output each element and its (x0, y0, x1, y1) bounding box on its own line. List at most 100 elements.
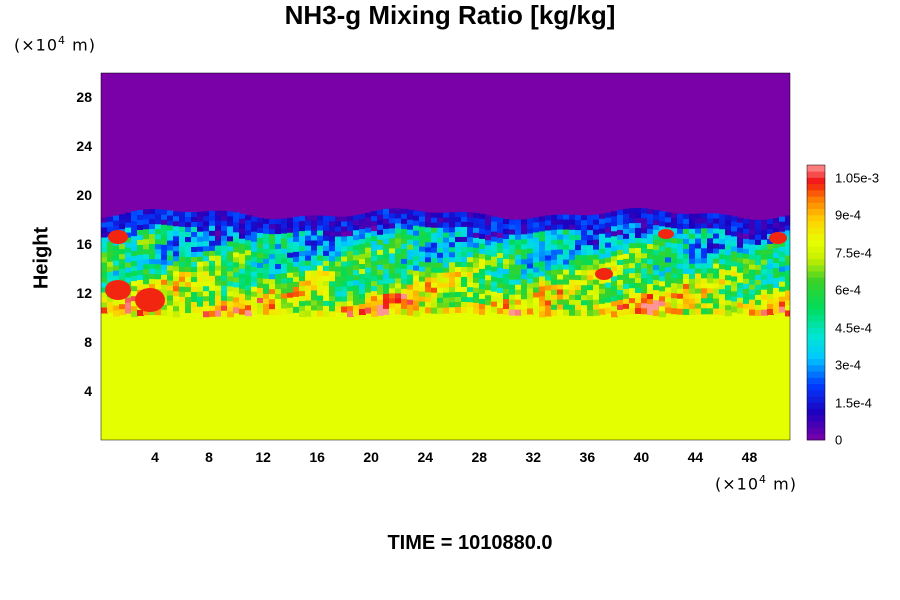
heat-cell (731, 221, 738, 228)
heat-cell (455, 241, 462, 248)
heat-cell (461, 236, 468, 243)
heat-cell (545, 290, 552, 297)
colorbar-segment (807, 302, 825, 310)
heat-cell (191, 262, 198, 269)
heat-cell (167, 270, 174, 277)
heat-cell (425, 227, 432, 234)
heat-cell (251, 231, 258, 238)
heat-cell (599, 218, 606, 225)
heat-cell (773, 257, 780, 264)
heat-cell (335, 251, 342, 258)
heat-cell (359, 264, 366, 271)
heat-cell (323, 300, 330, 307)
heat-cell (311, 260, 318, 267)
heat-cell (119, 304, 126, 311)
heat-cell (767, 304, 774, 311)
heat-cell (737, 292, 744, 299)
heat-cell (245, 225, 252, 232)
heat-cell (365, 232, 372, 239)
heat-cell (683, 303, 690, 310)
heat-cell (785, 235, 790, 242)
heat-cell (773, 227, 780, 234)
heat-cell (401, 283, 408, 290)
heat-cell (593, 259, 600, 266)
heat-cell (755, 264, 762, 271)
heat-cell (497, 307, 504, 314)
heat-cell (719, 279, 726, 286)
heat-cell (503, 274, 510, 281)
heat-cell (419, 291, 426, 298)
heat-cell (515, 289, 522, 296)
heat-cell (683, 278, 690, 285)
heat-cell (179, 291, 186, 298)
heat-cell (569, 214, 576, 221)
heat-cell (125, 252, 132, 259)
heat-cell (275, 244, 282, 251)
heat-cell (155, 214, 162, 221)
heat-cell (503, 304, 510, 311)
heat-cell (197, 306, 204, 313)
heat-cell (695, 223, 702, 230)
heat-cell (179, 211, 186, 218)
heat-cell (401, 298, 408, 305)
heat-cell (323, 270, 330, 277)
heat-cell (341, 251, 348, 258)
heat-cell (725, 285, 732, 292)
heat-cell (473, 222, 480, 229)
heat-cell (773, 282, 780, 289)
heat-cell (623, 223, 630, 230)
heat-cell (599, 233, 606, 240)
heat-cell (323, 245, 330, 252)
heat-cell (257, 232, 264, 239)
heat-cell (107, 306, 114, 313)
heat-cell (305, 295, 312, 302)
heat-cell (473, 272, 480, 279)
heat-cell (785, 240, 790, 247)
heat-cell (239, 218, 246, 225)
heat-cell (599, 228, 606, 235)
heat-cell (647, 249, 654, 256)
heat-cell (173, 246, 180, 253)
heat-cell (521, 234, 528, 241)
heat-cell (509, 279, 516, 286)
heat-cell (275, 229, 282, 236)
heat-cell (635, 262, 642, 269)
heat-cell (779, 251, 786, 258)
heat-cell (185, 267, 192, 274)
heat-cell (407, 299, 414, 306)
heat-cell (143, 309, 150, 316)
heat-cell (185, 297, 192, 304)
heat-cell (497, 242, 504, 249)
heat-cell (491, 306, 498, 313)
heat-cell (113, 310, 120, 317)
heat-cell (779, 271, 786, 278)
heat-cell (677, 303, 684, 310)
heat-cell (347, 221, 354, 228)
heat-cell (527, 238, 534, 245)
colorbar-segment (807, 196, 825, 203)
heat-cell (491, 221, 498, 228)
heat-cell (551, 284, 558, 291)
heat-cell (335, 226, 342, 233)
heat-cell (365, 292, 372, 299)
heat-cell (533, 267, 540, 274)
heat-cell (509, 274, 516, 281)
heat-cell (395, 308, 402, 315)
heat-cell (233, 302, 240, 309)
heat-cell (101, 282, 108, 289)
colorbar-tick-label: 4.5e-4 (835, 320, 872, 335)
heat-cell (623, 218, 630, 225)
heat-cell (383, 223, 390, 230)
heat-cell (179, 246, 186, 253)
heat-cell (569, 219, 576, 226)
heat-cell (137, 259, 144, 266)
heat-cell (347, 236, 354, 243)
heat-cell (515, 239, 522, 246)
heat-cell (725, 235, 732, 242)
heat-cell (725, 225, 732, 232)
heat-cell (245, 250, 252, 257)
heat-cell (401, 278, 408, 285)
heat-cell (545, 270, 552, 277)
heat-cell (497, 247, 504, 254)
heat-cell (245, 235, 252, 242)
